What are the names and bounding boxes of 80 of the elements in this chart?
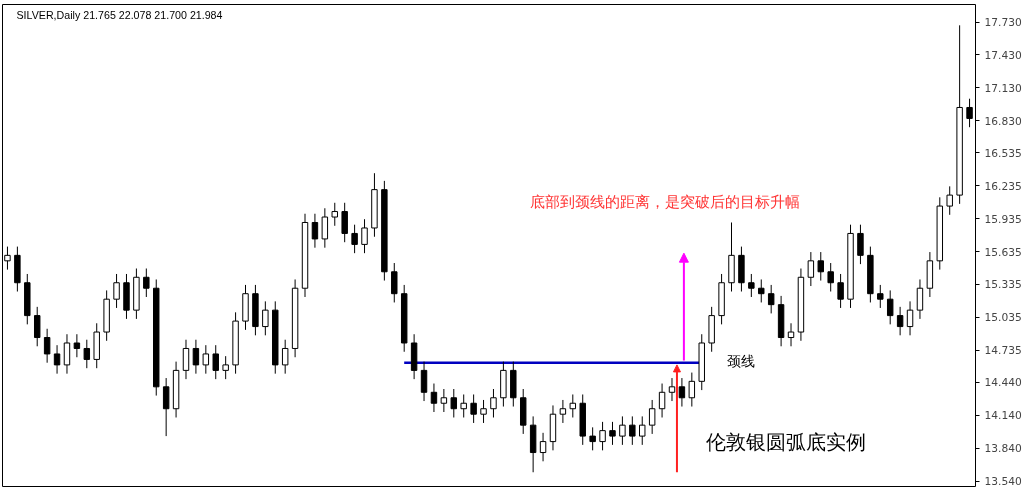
candlestick (668, 377, 676, 402)
candlestick (916, 278, 924, 320)
candlestick (331, 202, 338, 227)
candlestick (341, 202, 348, 243)
annotation: 颈线 (726, 352, 755, 369)
candlestick (629, 415, 636, 446)
candlestick (639, 415, 646, 446)
candlestick (460, 393, 467, 418)
candlestick (311, 213, 319, 249)
candlestick (966, 98, 973, 128)
candlestick (361, 218, 368, 254)
candlestick (569, 393, 577, 418)
candlestick (807, 251, 815, 287)
y-tick-label: 15.335 (984, 278, 1022, 292)
candlestick (490, 388, 497, 418)
candlestick (609, 421, 616, 446)
candlestick (440, 388, 448, 413)
candlestick (946, 185, 953, 216)
y-tick-label: 17.430 (984, 48, 1023, 62)
candlestick (162, 377, 170, 437)
candlestick (182, 339, 190, 380)
candlestick (212, 344, 219, 380)
candlestick (192, 339, 200, 375)
candlestick (222, 355, 229, 380)
candlestick (817, 251, 824, 282)
candlestick (827, 262, 834, 293)
candlestick (113, 273, 120, 309)
chart-title: SILVER,Daily 21.765 22.078 21.700 21.984 (16, 8, 223, 21)
candlestick (43, 328, 51, 364)
candlestick (281, 339, 289, 375)
candlestick (262, 300, 269, 336)
y-tick-label: 16.235 (984, 179, 1022, 193)
candlestick (886, 289, 894, 325)
candlestick (648, 399, 656, 435)
candlestick (470, 393, 477, 424)
y-tick-label: 13.840 (984, 442, 1023, 456)
candlestick (658, 383, 666, 418)
candlestick (53, 344, 61, 375)
candlestick (33, 306, 41, 347)
candlestick (559, 399, 567, 424)
candlestick (589, 426, 596, 451)
candlestick (678, 377, 686, 408)
candlestick (787, 322, 795, 347)
y-tick-label: 17.730 (984, 16, 1023, 30)
candlestick (599, 421, 606, 451)
candlestick (748, 273, 755, 298)
candlestick (73, 333, 81, 358)
candlestick (480, 399, 487, 424)
candlestick (202, 344, 210, 375)
y-tick-label: 13.540 (984, 475, 1023, 488)
y-tick-label: 15.935 (984, 212, 1022, 226)
candlestick (896, 306, 904, 336)
candlestick (619, 415, 626, 446)
candlestick (321, 207, 329, 249)
y-tick-label: 15.635 (984, 245, 1022, 259)
candlestick (837, 273, 844, 309)
annotation: 底部到颈线的距离，是突破后的目标升幅 (529, 193, 800, 210)
annotation: 伦敦银圆弧底实例 (705, 429, 866, 454)
candlestick (906, 300, 914, 336)
candlestick (857, 224, 864, 265)
candlestick (877, 284, 884, 309)
y-tick-label: 16.830 (984, 114, 1023, 128)
candlestick (539, 432, 547, 462)
candlestick (758, 278, 765, 303)
y-tick-label: 14.735 (984, 344, 1022, 358)
candlestick (430, 383, 438, 413)
candlestick (83, 339, 91, 369)
y-tick-label: 16.535 (984, 146, 1022, 160)
y-tick-label: 14.140 (984, 409, 1023, 423)
y-tick-label: 14.440 (984, 376, 1023, 390)
candlestick (143, 268, 150, 298)
candlestick (420, 361, 428, 402)
candlestick (391, 262, 398, 303)
candlestick (351, 224, 358, 254)
y-tick-label: 15.035 (984, 311, 1022, 325)
candlestick (688, 372, 696, 408)
y-tick-label: 17.130 (984, 81, 1023, 95)
candlestick (450, 388, 458, 418)
candlestick (63, 333, 71, 375)
candlestick (767, 284, 775, 314)
